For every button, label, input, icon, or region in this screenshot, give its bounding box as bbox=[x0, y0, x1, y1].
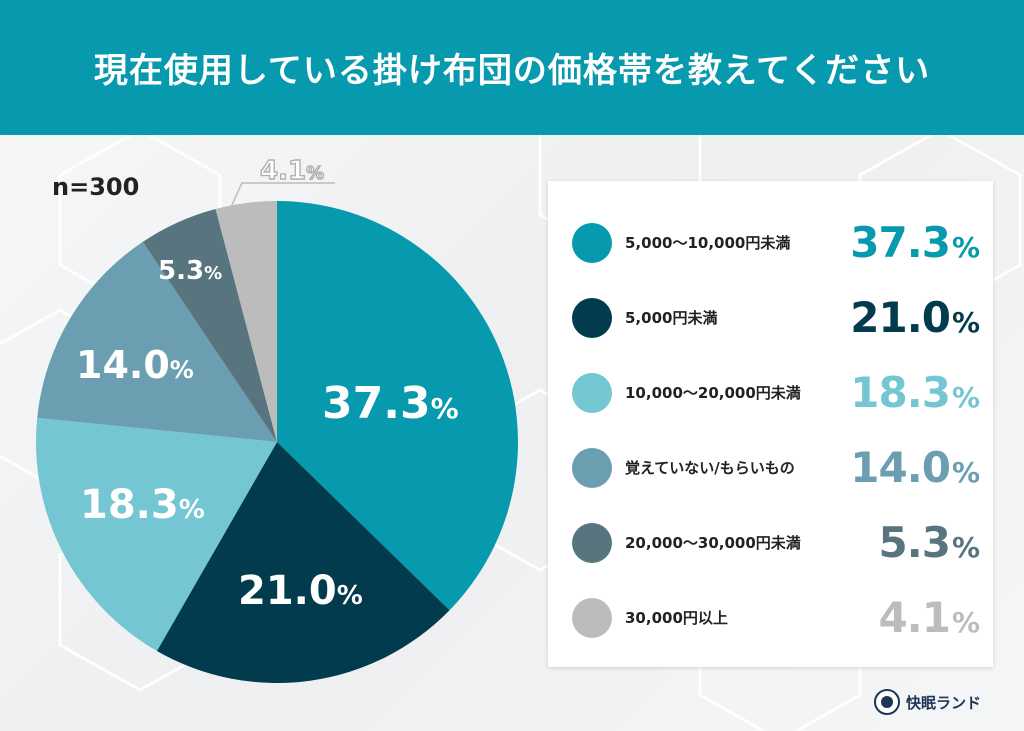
brand-name: 快眠ランド bbox=[906, 693, 982, 712]
pie-slice-2 bbox=[35, 417, 277, 651]
legend-swatch bbox=[572, 448, 612, 488]
legend-panel: 5,000〜10,000円未満 37.3% 5,000円未満 21.0% 10,… bbox=[548, 181, 993, 667]
legend-label: 10,000〜20,000円未満 bbox=[625, 384, 801, 402]
legend-label: 5,000〜10,000円未満 bbox=[625, 234, 791, 252]
legend-value: 37.3% bbox=[850, 218, 980, 267]
pie-label-3: 14.0% bbox=[76, 343, 194, 387]
legend-swatch bbox=[572, 223, 612, 263]
chart-title: 現在使用している掛け布団の価格帯を教えてください bbox=[93, 51, 931, 91]
legend-swatch bbox=[572, 598, 612, 638]
legend-label: 20,000〜30,000円未満 bbox=[625, 534, 801, 552]
brand-logo-icon bbox=[874, 689, 900, 715]
legend-item: 10,000〜20,000円未満 18.3% bbox=[548, 363, 993, 423]
legend-swatch bbox=[572, 523, 612, 563]
brand-mark: 快眠ランド bbox=[874, 689, 981, 715]
legend-value: 5.3% bbox=[878, 518, 980, 567]
legend-item: 20,000〜30,000円未満 5.3% bbox=[548, 513, 993, 573]
pie-label-1: 21.0% bbox=[238, 568, 363, 614]
legend-label: 覚えていない/もらいもの bbox=[625, 459, 795, 477]
legend-value: 4.1% bbox=[878, 593, 980, 642]
pie-chart: 4.1% 37.3% 21.0% 18.3% 14.0% 5.3% bbox=[35, 155, 519, 683]
legend-value: 14.0% bbox=[850, 443, 980, 492]
pie-label-2: 18.3% bbox=[80, 482, 205, 528]
legend-label: 5,000円未満 bbox=[625, 309, 718, 327]
pie-slice-4 bbox=[142, 208, 277, 442]
title-banner: 現在使用している掛け布団の価格帯を教えてください bbox=[0, 0, 1024, 135]
legend-label: 30,000円以上 bbox=[625, 609, 728, 627]
pie-label-5: 4.1% bbox=[260, 156, 324, 186]
leader-line bbox=[230, 182, 335, 208]
pie-slice-5 bbox=[215, 201, 277, 442]
legend-swatch bbox=[572, 373, 612, 413]
legend-item: 30,000円以上 4.1% bbox=[548, 588, 993, 648]
pie-slice-0 bbox=[277, 201, 519, 611]
legend-value: 21.0% bbox=[850, 293, 980, 342]
legend-item: 5,000〜10,000円未満 37.3% bbox=[548, 213, 993, 273]
pie-slice-1 bbox=[156, 442, 450, 683]
legend-swatch bbox=[572, 298, 612, 338]
legend-item: 5,000円未満 21.0% bbox=[548, 288, 993, 348]
legend-value: 18.3% bbox=[850, 368, 980, 417]
pie-label-4: 5.3% bbox=[158, 256, 222, 286]
pie-slice-3 bbox=[37, 241, 278, 442]
legend-item: 覚えていない/もらいもの 14.0% bbox=[548, 438, 993, 498]
pie-label-0: 37.3% bbox=[322, 378, 459, 429]
sample-size-label: n=300 bbox=[52, 173, 140, 201]
